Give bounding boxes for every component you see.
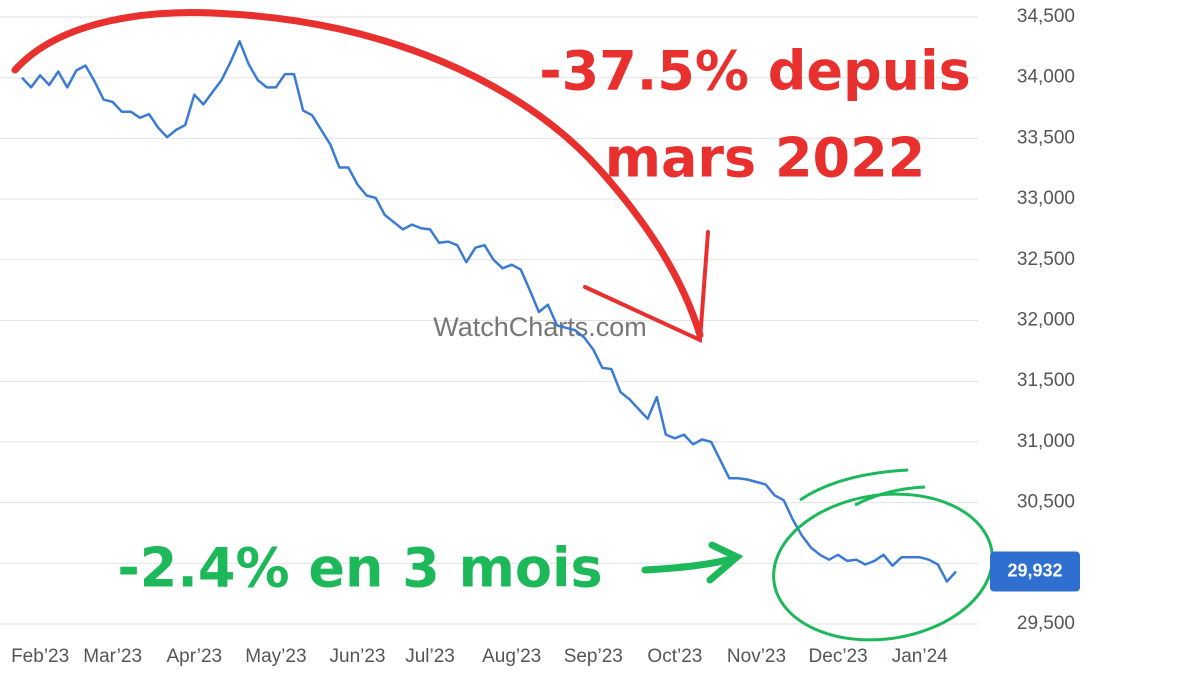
x-tick-label: Mar’23 <box>83 646 142 667</box>
y-tick-label: 31,500 <box>1017 370 1075 391</box>
x-tick-label: Oct’23 <box>647 646 702 667</box>
y-tick-label: 31,000 <box>1017 431 1075 452</box>
green-circle <box>772 492 994 642</box>
annotation: mars 2022 <box>605 127 926 190</box>
annotation: -2.4% en 3 mois <box>117 537 602 600</box>
x-tick-label: Nov’23 <box>727 646 786 667</box>
value-label: 29,932 <box>1007 560 1062 580</box>
watermark: WatchCharts.com <box>433 312 647 342</box>
green-arrow <box>641 541 744 584</box>
x-tick-label: Dec’23 <box>809 646 868 667</box>
x-tick-label: Jun’23 <box>330 646 386 667</box>
y-tick-label: 33,000 <box>1017 188 1075 209</box>
x-tick-label: Sep’23 <box>564 646 623 667</box>
x-tick-label: May’23 <box>245 646 306 667</box>
y-tick-label: 34,000 <box>1017 67 1075 88</box>
y-tick-label: 33,500 <box>1017 127 1075 148</box>
x-tick-label: Apr’23 <box>166 646 222 667</box>
x-tick-label: Feb’23 <box>11 646 69 667</box>
red-arrow <box>11 9 704 339</box>
y-tick-label: 34,500 <box>1017 6 1075 27</box>
green-stroke <box>799 468 926 507</box>
red-arrowhead <box>583 230 710 344</box>
x-tick-label: Aug’23 <box>482 646 541 667</box>
y-tick-label: 32,500 <box>1017 249 1075 270</box>
y-tick-label: 29,500 <box>1017 613 1075 634</box>
x-tick-label: Jul’23 <box>405 646 455 667</box>
plot <box>21 40 957 583</box>
price-line <box>21 40 957 583</box>
x-tick-label: Jan’24 <box>892 646 948 667</box>
annotation: -37.5% depuis <box>539 40 971 103</box>
grid <box>0 16 978 625</box>
y-tick-label: 32,000 <box>1017 310 1075 331</box>
value-badge <box>990 551 1080 592</box>
y-tick-label: 30,500 <box>1017 492 1075 513</box>
